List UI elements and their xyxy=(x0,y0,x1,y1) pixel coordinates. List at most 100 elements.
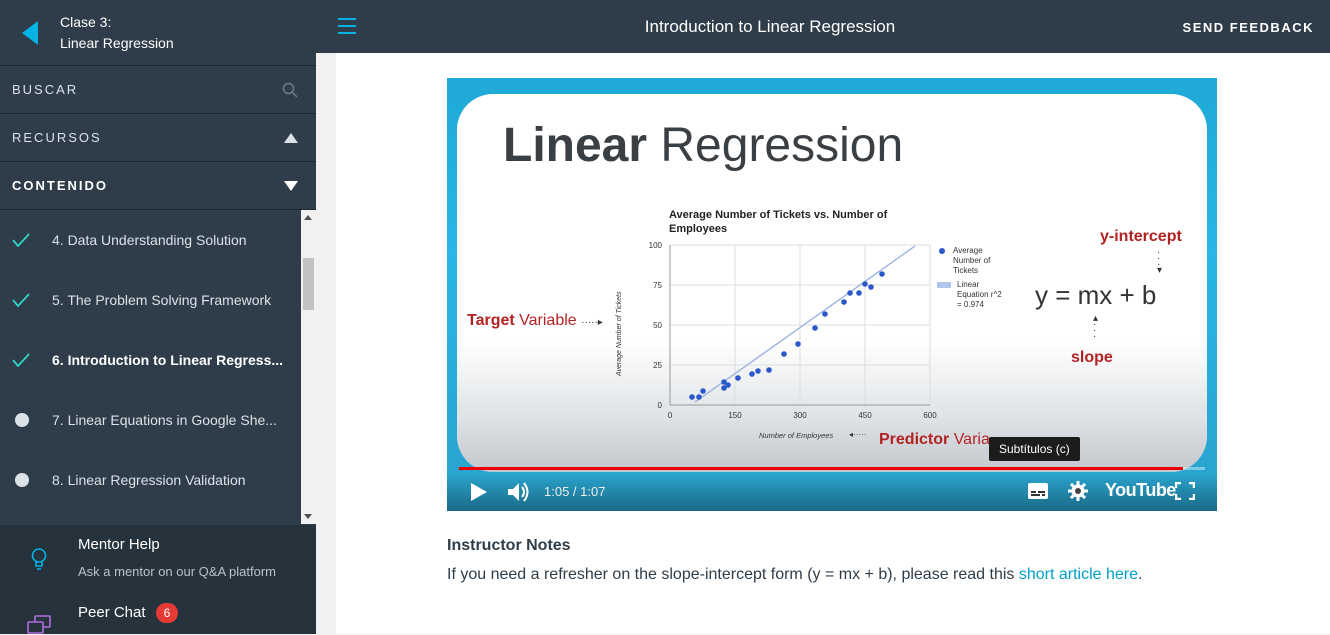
back-arrow-icon xyxy=(22,20,38,45)
data-point xyxy=(689,394,695,400)
lesson-label: 8. Linear Regression Validation xyxy=(52,472,246,488)
slope-label: slope xyxy=(1071,349,1113,366)
data-point xyxy=(749,371,755,377)
data-point xyxy=(812,325,818,331)
peer-chat-item[interactable]: Peer Chat 6 xyxy=(0,603,316,635)
short-article-link[interactable]: short article here xyxy=(1018,566,1139,583)
target-variable-label: Target Variable ·····▸ xyxy=(467,312,603,329)
x-axis-label: Number of Employees xyxy=(759,431,833,440)
search-row[interactable]: BUSCAR xyxy=(0,66,316,114)
equation-text: y = mx + b xyxy=(1035,280,1157,310)
lesson-label: 4. Data Understanding Solution xyxy=(52,232,247,248)
legend-points: Average Number of Tickets xyxy=(953,246,991,275)
y-tick-label: 50 xyxy=(653,321,662,330)
instructor-notes-heading: Instructor Notes xyxy=(447,537,571,554)
peer-chat-title: Peer Chat xyxy=(78,604,146,621)
youtube-logo[interactable]: YouTube xyxy=(1105,480,1176,500)
lesson-scrollbar[interactable] xyxy=(301,210,316,524)
slide-title: Linear Regression xyxy=(503,119,904,172)
play-icon[interactable] xyxy=(470,482,488,502)
lesson-label: 7. Linear Equations in Google She... xyxy=(52,412,277,428)
fullscreen-icon[interactable] xyxy=(1175,482,1195,500)
data-point xyxy=(868,284,874,290)
lesson-label: 5. The Problem Solving Framework xyxy=(52,292,272,308)
volume-icon[interactable] xyxy=(507,481,529,503)
data-point xyxy=(795,341,801,347)
data-point xyxy=(879,271,885,277)
data-point xyxy=(822,311,828,317)
video-controls: 1:05 / 1:07 YouTube xyxy=(447,473,1217,511)
top-bar: Introduction to Linear Regression SEND F… xyxy=(316,0,1330,53)
search-icon xyxy=(282,82,298,98)
predictor-variable-label: Predictor Varia xyxy=(879,431,990,448)
lightbulb-icon xyxy=(31,548,47,570)
lesson-item-8[interactable]: 8. Linear Regression Validation xyxy=(0,450,316,510)
resources-row[interactable]: RECURSOS xyxy=(0,114,316,162)
notification-badge: 6 xyxy=(156,603,178,623)
content-row[interactable]: CONTENIDO xyxy=(0,162,316,210)
x-tick-label: 0 xyxy=(668,411,673,420)
data-point xyxy=(766,367,772,373)
data-point xyxy=(755,368,761,374)
video-player[interactable]: Linear Regression Average Number of Tick… xyxy=(447,78,1217,511)
class-label: Clase 3: xyxy=(60,13,112,30)
x-tick-label: 600 xyxy=(923,411,937,420)
chart-legend: Average Number of Tickets Linear Equatio… xyxy=(937,246,1003,310)
subtitles-tooltip: Subtítulos (c) xyxy=(989,437,1080,461)
time-display: 1:05 / 1:07 xyxy=(544,484,606,499)
lesson-item-7[interactable]: 7. Linear Equations in Google She... xyxy=(0,390,316,450)
y-intercept-label: y-intercept xyxy=(1100,228,1182,245)
lesson-item-4[interactable]: 4. Data Understanding Solution xyxy=(0,210,316,270)
chevron-up-icon xyxy=(284,132,298,143)
scroll-up-icon[interactable] xyxy=(304,215,312,220)
sidebar-footer: Mentor Help Ask a mentor on our Q&A plat… xyxy=(0,525,316,634)
video-progress-bar[interactable] xyxy=(459,467,1205,470)
regression-line xyxy=(694,245,916,403)
lesson-label: 6. Introduction to Linear Regress... xyxy=(52,352,284,368)
circle-icon xyxy=(15,413,29,427)
y-axis-label: Average Number of Tickets xyxy=(616,291,623,377)
checkmark-icon xyxy=(12,353,52,367)
send-feedback-button[interactable]: SEND FEEDBACK xyxy=(1182,20,1314,35)
lesson-list: 4. Data Understanding Solution 5. The Pr… xyxy=(0,210,316,524)
lesson-item-6[interactable]: 6. Introduction to Linear Regress... xyxy=(0,330,316,390)
mentor-help-title: Mentor Help xyxy=(78,536,160,553)
settings-gear-icon[interactable] xyxy=(1068,481,1088,501)
lesson-item-5[interactable]: 5. The Problem Solving Framework xyxy=(0,270,316,330)
x-tick-label: 150 xyxy=(728,411,742,420)
data-point xyxy=(856,290,862,296)
back-button[interactable] xyxy=(0,0,60,66)
sidebar-header: Clase 3: Linear Regression xyxy=(0,0,316,66)
y-tick-label: 25 xyxy=(653,361,662,370)
data-point xyxy=(841,299,847,305)
data-point xyxy=(735,375,741,381)
sidebar: Clase 3: Linear Regression BUSCAR RECURS… xyxy=(0,0,316,634)
resources-label: RECURSOS xyxy=(12,130,102,145)
data-point xyxy=(862,281,868,287)
search-label: BUSCAR xyxy=(12,82,79,97)
course-heading: Clase 3: Linear Regression xyxy=(60,12,174,54)
x-tick-label: 450 xyxy=(858,411,872,420)
main-content: Linear Regression Average Number of Tick… xyxy=(336,53,1330,634)
data-point xyxy=(781,351,787,357)
svg-text:◂·····: ◂····· xyxy=(849,430,866,439)
scrollbar-thumb[interactable] xyxy=(303,258,314,310)
chat-icon xyxy=(27,615,51,634)
data-point xyxy=(696,394,702,400)
mentor-help-subtitle: Ask a mentor on our Q&A platform xyxy=(78,564,276,579)
chevron-down-icon xyxy=(284,180,298,191)
scroll-down-icon[interactable] xyxy=(304,514,312,519)
data-point xyxy=(725,382,731,388)
subtitles-icon[interactable] xyxy=(1028,483,1048,499)
course-title: Linear Regression xyxy=(60,34,174,51)
hamburger-menu-icon[interactable] xyxy=(338,18,356,34)
instructor-notes-text: If you need a refresher on the slope-int… xyxy=(447,566,1143,583)
circle-icon xyxy=(15,473,29,487)
progress-fill xyxy=(459,467,1183,470)
x-tick-label: 300 xyxy=(793,411,807,420)
mentor-help-item[interactable]: Mentor Help Ask a mentor on our Q&A plat… xyxy=(0,536,316,579)
data-point xyxy=(700,388,706,394)
y-tick-label: 100 xyxy=(649,241,663,250)
data-point xyxy=(721,379,727,385)
content-label: CONTENIDO xyxy=(12,178,108,193)
